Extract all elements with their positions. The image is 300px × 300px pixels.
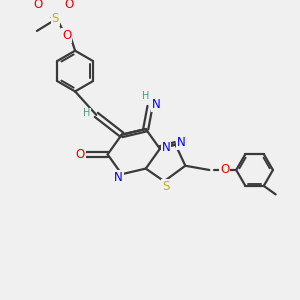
- Text: S: S: [52, 12, 59, 25]
- Text: H: H: [83, 109, 90, 118]
- Text: O: O: [220, 164, 230, 176]
- Text: O: O: [64, 0, 73, 11]
- Text: N: N: [152, 98, 161, 112]
- Text: N: N: [114, 171, 123, 184]
- Text: O: O: [34, 0, 43, 11]
- Text: H: H: [142, 92, 149, 101]
- Text: S: S: [162, 180, 169, 194]
- Text: N: N: [177, 136, 186, 149]
- Text: O: O: [76, 148, 85, 161]
- Text: O: O: [62, 29, 71, 42]
- Text: N: N: [162, 141, 170, 154]
